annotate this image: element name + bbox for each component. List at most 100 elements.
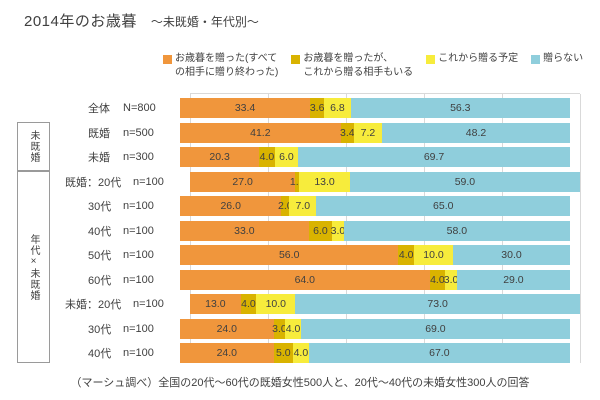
table-row: 全体 N=800 33.4 3.6 6.8 56.3 bbox=[0, 96, 600, 121]
legend-label-line: 贈らない bbox=[543, 53, 584, 64]
bar-segment: 13.0 bbox=[299, 171, 350, 192]
row-category-label: 50代 bbox=[88, 250, 112, 263]
bar-value-label: 41.2 bbox=[250, 126, 271, 139]
bar-value-label: 26.0 bbox=[220, 200, 241, 213]
legend-item-label: これから贈る予定 bbox=[438, 52, 518, 66]
row-sample-size: n=100 bbox=[123, 273, 154, 286]
bar-segment: 30.0 bbox=[452, 245, 570, 266]
table-row: 未婚 n=300 20.3 4.0 6.0 69.7 bbox=[0, 145, 600, 170]
bar-segment: 6.0 bbox=[274, 147, 299, 168]
table-row: 既婚： 20代 n=100 27.0 1.0 13.0 59.0 bbox=[0, 170, 600, 195]
bar-value-label: 33.0 bbox=[234, 224, 255, 237]
bar-segment: 67.0 bbox=[308, 343, 570, 364]
legend-color-chip bbox=[426, 55, 436, 64]
bar-value-label: 3.4 bbox=[339, 126, 355, 139]
bar-track: 41.2 3.4 7.2 48.2 bbox=[180, 122, 570, 143]
legend-label-line: これから贈る相手もいる bbox=[303, 67, 414, 78]
bar-value-label: 6.8 bbox=[330, 102, 345, 115]
legend-label-line: これから贈る予定 bbox=[438, 53, 519, 64]
bar-segment: 33.0 bbox=[180, 220, 309, 241]
bar-segment: 26.0 bbox=[180, 196, 282, 217]
side-group-marital-status: 未既婚 bbox=[17, 122, 50, 171]
bar-value-label: 48.2 bbox=[465, 126, 487, 139]
row-sample-size: n=100 bbox=[123, 322, 154, 335]
legend-item-gifted-some-remaining: お歳暮を贈ったが、 これから贈る相手もいる bbox=[291, 52, 413, 80]
bar-value-label: 6.0 bbox=[279, 151, 294, 164]
bar-value-label: 6.0 bbox=[313, 224, 328, 237]
page-subtitle: 〜未既婚・年代別〜 bbox=[150, 15, 259, 29]
bar-value-label: 30.0 bbox=[501, 249, 522, 262]
row-category-label: 30代 bbox=[88, 201, 112, 214]
bar-value-label: 56.3 bbox=[450, 102, 471, 115]
bar-value-label: 59.0 bbox=[454, 175, 476, 188]
bar-segment: 29.0 bbox=[456, 269, 570, 290]
bar-segment: 13.0 bbox=[190, 294, 241, 315]
bar-value-label: 69.7 bbox=[423, 151, 445, 164]
row-sample-size: n=100 bbox=[123, 200, 154, 213]
row-category-label: 60代 bbox=[88, 274, 112, 287]
row-category-label: 20代 bbox=[98, 299, 122, 312]
bar-value-label: 10.0 bbox=[265, 298, 286, 311]
bar-value-label: 67.0 bbox=[429, 347, 450, 360]
bar-segment: 3.4 bbox=[339, 122, 355, 143]
legend-label-line: お歳暮を贈った(すべて bbox=[175, 53, 278, 64]
bar-segment: 4.0 bbox=[429, 269, 446, 290]
table-row: 30代 n=100 26.0 2.0 7.0 65.0 bbox=[0, 194, 600, 219]
bar-segment: 65.0 bbox=[316, 196, 570, 217]
bar-value-label: 4.0 bbox=[430, 273, 445, 286]
side-group-age-by-marital: 年代×未既婚 bbox=[17, 171, 50, 363]
row-category-label: 既婚 bbox=[88, 127, 110, 140]
bar-segment: 73.0 bbox=[295, 294, 580, 315]
row-group-prefix: 未婚： bbox=[65, 299, 98, 312]
table-row: 60代 n=100 64.0 4.0 3.0 29.0 bbox=[0, 268, 600, 293]
row-sample-size: n=100 bbox=[123, 224, 154, 237]
row-category-label: 40代 bbox=[88, 348, 112, 361]
bar-track: 27.0 1.0 13.0 59.0 bbox=[190, 171, 580, 192]
bar-segment: 59.0 bbox=[349, 171, 580, 192]
bar-segment: 48.2 bbox=[382, 122, 570, 143]
bar-track: 20.3 4.0 6.0 69.7 bbox=[180, 147, 570, 168]
row-sample-size: n=100 bbox=[123, 249, 154, 262]
table-row: 50代 n=100 56.0 4.0 10.0 30.0 bbox=[0, 243, 600, 268]
bar-segment: 58.0 bbox=[343, 220, 570, 241]
bar-value-label: 24.0 bbox=[216, 347, 238, 360]
bar-value-label: 2.0 bbox=[277, 200, 293, 213]
table-row: 未婚： 20代 n=100 13.0 4.0 10.0 73.0 bbox=[0, 292, 600, 317]
bar-value-label: 73.0 bbox=[427, 298, 448, 311]
bar-segment: 4.0 bbox=[293, 343, 309, 364]
bar-value-label: 27.0 bbox=[232, 175, 253, 188]
bar-value-label: 4.0 bbox=[293, 347, 309, 360]
bar-value-label: 7.2 bbox=[360, 126, 376, 139]
legend: お歳暮を贈った(すべて の相手に贈り終わった) お歳暮を贈ったが、 これから贈る相手も… bbox=[163, 52, 583, 80]
bar-value-label: 24.0 bbox=[216, 322, 238, 335]
bar-value-label: 10.0 bbox=[423, 249, 444, 262]
bar-value-label: 64.0 bbox=[294, 273, 316, 286]
table-row: 既婚 n=500 41.2 3.4 7.2 48.2 bbox=[0, 121, 600, 146]
row-category-label: 全体 bbox=[88, 103, 110, 116]
bar-track: 13.0 4.0 10.0 73.0 bbox=[190, 294, 580, 315]
bar-track: 33.4 3.6 6.8 56.3 bbox=[180, 98, 570, 119]
legend-item-will-not-gift: 贈らない bbox=[531, 52, 583, 80]
side-group-label: 年代×未既婚 bbox=[28, 233, 39, 301]
legend-color-chip bbox=[531, 55, 541, 64]
bar-segment: 33.4 bbox=[180, 98, 311, 119]
bar-value-label: 4.0 bbox=[241, 298, 256, 311]
legend-color-chip bbox=[291, 55, 301, 64]
legend-item-gifted-all: お歳暮を贈った(すべて の相手に贈り終わった) bbox=[163, 52, 278, 80]
bar-track: 26.0 2.0 7.0 65.0 bbox=[180, 196, 570, 217]
bar-value-label: 13.0 bbox=[314, 175, 335, 188]
bar-value-label: 3.0 bbox=[443, 273, 459, 286]
bar-segment: 6.0 bbox=[308, 220, 333, 241]
bar-segment: 10.0 bbox=[413, 245, 453, 266]
row-group-prefix: 既婚： bbox=[65, 176, 98, 189]
bar-value-label: 4.0 bbox=[398, 249, 414, 262]
bar-segment: 4.0 bbox=[398, 245, 414, 266]
row-category-label: 40代 bbox=[88, 225, 112, 238]
bar-segment: 69.0 bbox=[300, 318, 570, 339]
bar-segment: 4.0 bbox=[240, 294, 257, 315]
legend-label-line: の相手に贈り終わった) bbox=[175, 67, 279, 78]
bar-segment: 3.0 bbox=[272, 318, 287, 339]
table-row: 40代 n=100 24.0 5.0 4.0 67.0 bbox=[0, 341, 600, 366]
bar-segment: 4.0 bbox=[285, 318, 301, 339]
